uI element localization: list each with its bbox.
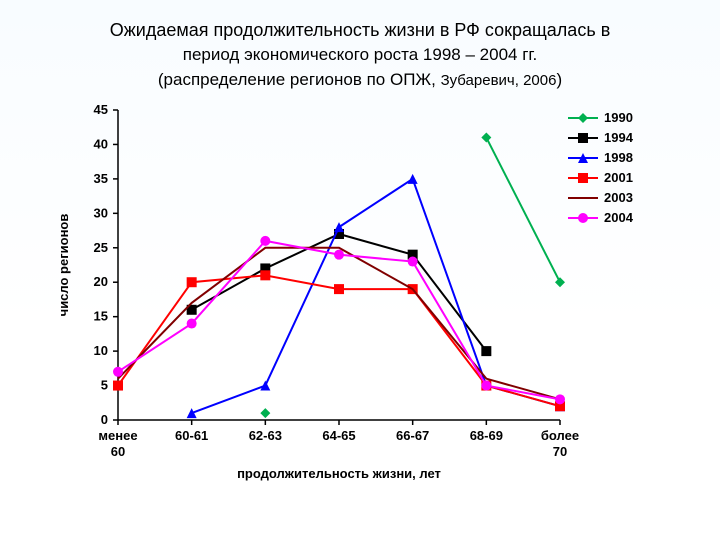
svg-text:10: 10 xyxy=(94,343,108,358)
svg-text:1998: 1998 xyxy=(604,150,633,165)
series-2004 xyxy=(113,236,565,404)
svg-text:60: 60 xyxy=(111,444,125,459)
series-1998 xyxy=(187,174,565,418)
svg-text:20: 20 xyxy=(94,274,108,289)
svg-text:1990: 1990 xyxy=(604,110,633,125)
svg-text:5: 5 xyxy=(101,378,108,393)
svg-text:62-63: 62-63 xyxy=(249,428,282,443)
svg-text:30: 30 xyxy=(94,206,108,221)
title-line-3c: ) xyxy=(556,70,562,89)
series-2003 xyxy=(118,248,560,400)
svg-text:60-61: 60-61 xyxy=(175,428,208,443)
svg-text:менее: менее xyxy=(98,428,137,443)
svg-text:продолжительность жизни, лет: продолжительность жизни, лет xyxy=(237,466,441,481)
legend: 1990 1994 1998 2001 2003 2004 xyxy=(568,110,634,225)
svg-text:64-65: 64-65 xyxy=(322,428,355,443)
svg-text:более: более xyxy=(541,428,579,443)
svg-text:15: 15 xyxy=(94,309,108,324)
title-line-2: период экономического роста 1998 – 2004 … xyxy=(183,45,538,64)
line-chart: 0 5 10 15 20 25 30 35 40 45 менее60 60-61 62-63 64-65… xyxy=(40,100,680,500)
svg-text:1994: 1994 xyxy=(604,130,634,145)
svg-text:2001: 2001 xyxy=(604,170,633,185)
svg-text:40: 40 xyxy=(94,137,108,152)
title-line-1: Ожидаемая продолжительность жизни в РФ с… xyxy=(110,20,611,40)
svg-text:25: 25 xyxy=(94,240,108,255)
series-2001 xyxy=(113,271,565,412)
svg-text:2004: 2004 xyxy=(604,210,634,225)
svg-text:35: 35 xyxy=(94,171,108,186)
chart-title: Ожидаемая продолжительность жизни в РФ с… xyxy=(0,0,720,92)
title-line-3a: (распределение регионов по ОПЖ, xyxy=(158,70,441,89)
svg-text:45: 45 xyxy=(94,102,108,117)
svg-text:66-67: 66-67 xyxy=(396,428,429,443)
svg-text:0: 0 xyxy=(101,412,108,427)
svg-text:70: 70 xyxy=(553,444,567,459)
svg-text:число регионов: число регионов xyxy=(56,214,71,317)
title-source: Зубаревич, 2006 xyxy=(441,72,557,89)
svg-text:2003: 2003 xyxy=(604,190,633,205)
svg-text:68-69: 68-69 xyxy=(470,428,503,443)
